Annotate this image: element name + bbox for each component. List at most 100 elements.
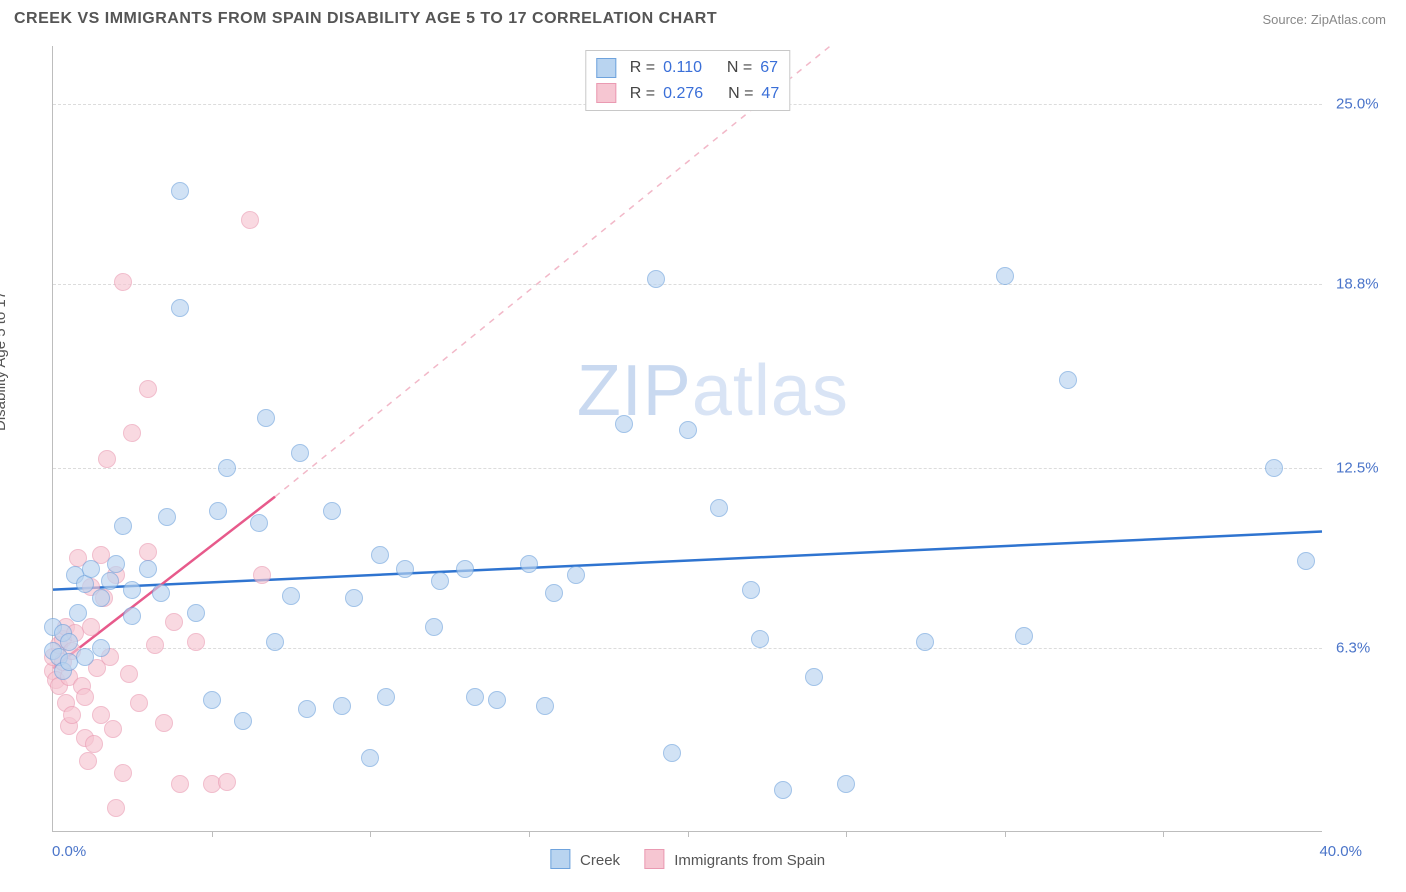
creek-swatch-icon bbox=[596, 58, 616, 78]
y-tick-label: 18.8% bbox=[1336, 276, 1379, 293]
creek-point bbox=[545, 584, 563, 602]
spain-point bbox=[114, 273, 132, 291]
spain-point bbox=[98, 450, 116, 468]
creek-point bbox=[152, 584, 170, 602]
creek-point bbox=[996, 267, 1014, 285]
x-tick bbox=[212, 831, 213, 837]
creek-point bbox=[171, 299, 189, 317]
x-axis-min-label: 0.0% bbox=[52, 843, 86, 860]
spain-point bbox=[130, 694, 148, 712]
creek-point bbox=[250, 514, 268, 532]
creek-point bbox=[567, 566, 585, 584]
plot-area: ZIPatlas R = 0.110 N = 67 R = 0.276 N = … bbox=[52, 46, 1322, 832]
x-tick bbox=[688, 831, 689, 837]
creek-point bbox=[345, 589, 363, 607]
creek-point bbox=[466, 688, 484, 706]
creek-point bbox=[679, 421, 697, 439]
creek-point bbox=[218, 459, 236, 477]
creek-point bbox=[139, 560, 157, 578]
creek-swatch-icon bbox=[550, 849, 570, 869]
spain-point bbox=[76, 688, 94, 706]
x-tick bbox=[529, 831, 530, 837]
spain-point bbox=[79, 752, 97, 770]
creek-point bbox=[257, 409, 275, 427]
spain-point bbox=[120, 665, 138, 683]
spain-point bbox=[187, 633, 205, 651]
creek-point bbox=[1059, 371, 1077, 389]
creek-point bbox=[158, 508, 176, 526]
x-tick bbox=[1163, 831, 1164, 837]
creek-point bbox=[203, 691, 221, 709]
creek-point bbox=[774, 781, 792, 799]
creek-point bbox=[488, 691, 506, 709]
creek-point bbox=[431, 572, 449, 590]
spain-point bbox=[241, 211, 259, 229]
creek-point bbox=[742, 581, 760, 599]
creek-point bbox=[123, 607, 141, 625]
gridline bbox=[53, 284, 1322, 285]
creek-point bbox=[751, 630, 769, 648]
x-axis-max-label: 40.0% bbox=[1319, 843, 1362, 860]
x-tick bbox=[370, 831, 371, 837]
creek-point bbox=[187, 604, 205, 622]
chart-container: Disability Age 5 to 17 ZIPatlas R = 0.11… bbox=[14, 40, 1392, 878]
series-legend: Creek Immigrants from Spain bbox=[550, 849, 825, 869]
spain-point bbox=[218, 773, 236, 791]
creek-point bbox=[647, 270, 665, 288]
source-label: Source: ZipAtlas.com bbox=[1262, 12, 1386, 27]
y-axis-label: Disability Age 5 to 17 bbox=[0, 291, 9, 431]
spain-point bbox=[63, 706, 81, 724]
legend-item-creek: Creek bbox=[550, 849, 620, 869]
spain-point bbox=[104, 720, 122, 738]
spain-point bbox=[114, 764, 132, 782]
creek-point bbox=[69, 604, 87, 622]
creek-point bbox=[209, 502, 227, 520]
spain-point bbox=[171, 775, 189, 793]
creek-point bbox=[123, 581, 141, 599]
correlation-legend: R = 0.110 N = 67 R = 0.276 N = 47 bbox=[585, 50, 790, 111]
spain-swatch-icon bbox=[596, 83, 616, 103]
legend-row-creek: R = 0.110 N = 67 bbox=[596, 55, 779, 81]
spain-point bbox=[139, 543, 157, 561]
spain-point bbox=[92, 706, 110, 724]
creek-point bbox=[1297, 552, 1315, 570]
creek-point bbox=[92, 589, 110, 607]
creek-point bbox=[171, 182, 189, 200]
legend-row-spain: R = 0.276 N = 47 bbox=[596, 81, 779, 107]
creek-point bbox=[323, 502, 341, 520]
spain-point bbox=[123, 424, 141, 442]
spain-point bbox=[146, 636, 164, 654]
spain-point bbox=[85, 735, 103, 753]
creek-point bbox=[333, 697, 351, 715]
creek-point bbox=[837, 775, 855, 793]
creek-point bbox=[282, 587, 300, 605]
creek-point bbox=[377, 688, 395, 706]
spain-point bbox=[82, 618, 100, 636]
creek-point bbox=[371, 546, 389, 564]
x-tick bbox=[846, 831, 847, 837]
legend-item-spain: Immigrants from Spain bbox=[644, 849, 825, 869]
creek-point bbox=[114, 517, 132, 535]
creek-point bbox=[663, 744, 681, 762]
creek-point bbox=[298, 700, 316, 718]
creek-point bbox=[361, 749, 379, 767]
creek-point bbox=[396, 560, 414, 578]
spain-point bbox=[107, 799, 125, 817]
creek-point bbox=[1265, 459, 1283, 477]
creek-point bbox=[82, 560, 100, 578]
creek-point bbox=[805, 668, 823, 686]
y-tick-label: 25.0% bbox=[1336, 96, 1379, 113]
x-tick bbox=[1005, 831, 1006, 837]
creek-point bbox=[520, 555, 538, 573]
gridline bbox=[53, 648, 1322, 649]
creek-point bbox=[456, 560, 474, 578]
creek-point bbox=[266, 633, 284, 651]
creek-point bbox=[615, 415, 633, 433]
creek-point bbox=[291, 444, 309, 462]
spain-point bbox=[155, 714, 173, 732]
spain-point bbox=[253, 566, 271, 584]
creek-point bbox=[60, 633, 78, 651]
creek-point bbox=[916, 633, 934, 651]
creek-point bbox=[710, 499, 728, 517]
chart-title: CREEK VS IMMIGRANTS FROM SPAIN DISABILIT… bbox=[14, 10, 717, 28]
